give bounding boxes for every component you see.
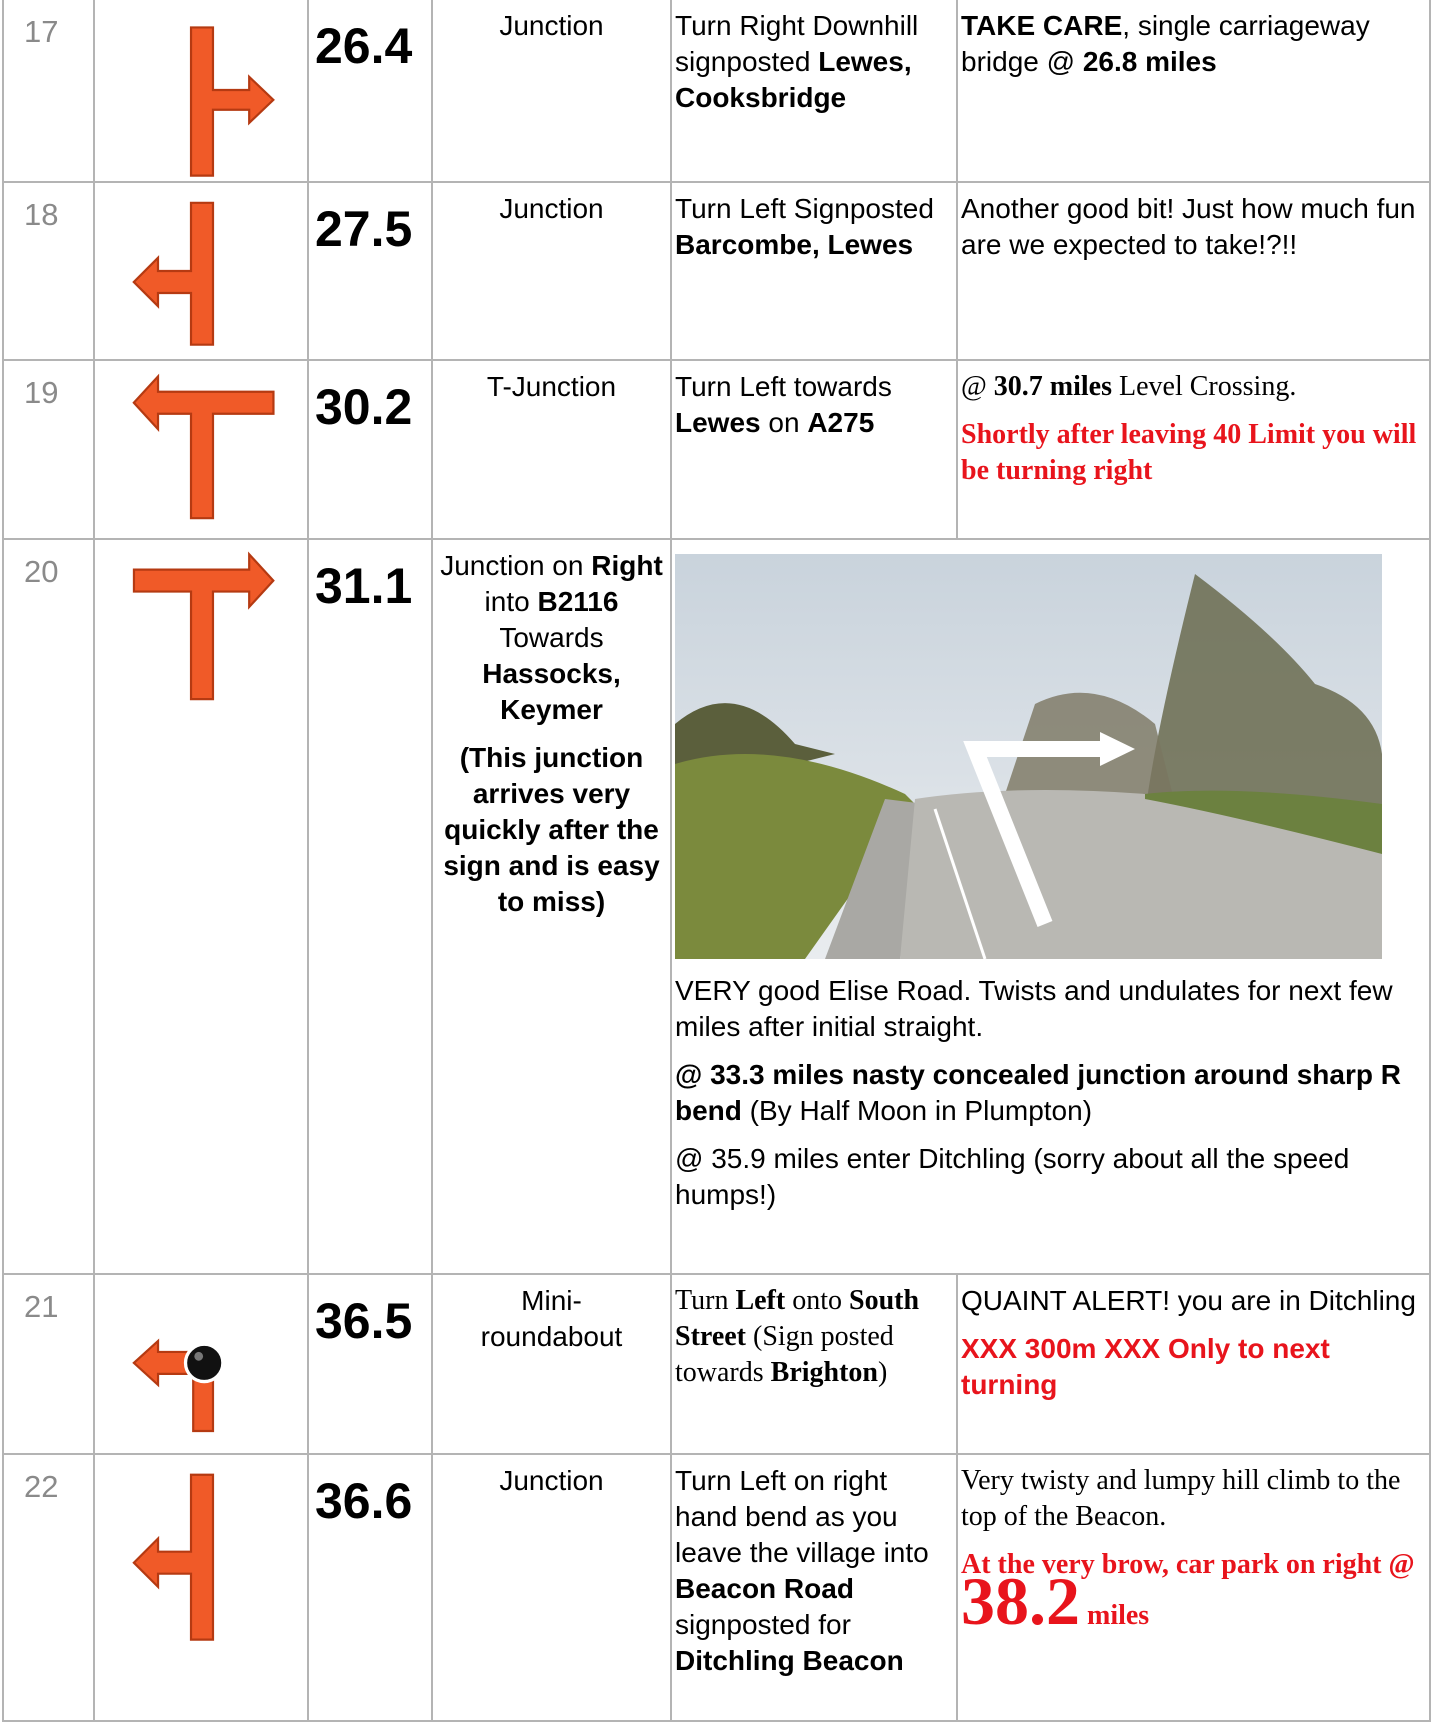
text: signposted for xyxy=(675,1609,851,1640)
notes: TAKE CARE, single carriageway bridge @ 2… xyxy=(957,0,1430,182)
turn-left-icon xyxy=(95,1455,309,1655)
notes: Another good bit! Just how much fun are … xyxy=(957,182,1430,360)
text: A275 xyxy=(807,407,874,438)
text: (By Half Moon in Plumpton) xyxy=(750,1095,1092,1126)
instruction: Turn Left Signposted Barcombe, Lewes xyxy=(671,182,957,360)
paragraph: Very twisty and lumpy hill climb to the … xyxy=(961,1463,1426,1535)
text: Level Crossing. xyxy=(1119,371,1296,402)
paragraph: @ 30.7 miles Level Crossing. xyxy=(961,369,1426,405)
row: 22 36.6 Junction Turn Left on right hand… xyxy=(3,1454,1430,1721)
icon-cell xyxy=(94,182,308,360)
notes: Very twisty and lumpy hill climb to the … xyxy=(957,1454,1430,1721)
row: 17 26.4 Junction Turn Right Downhill sig… xyxy=(3,0,1430,182)
step-number: 17 xyxy=(3,0,94,182)
turn-right-icon xyxy=(95,0,309,180)
warning: Shortly after leaving 40 Limit you will … xyxy=(961,417,1426,489)
page: {"rows":[ {"num":"17","miles":"26.4","ty… xyxy=(0,0,1435,1721)
instruction: Turn Right Downhill signposted Lewes, Co… xyxy=(671,0,957,182)
mileage: 26.4 xyxy=(308,0,432,182)
icon-cell xyxy=(94,1274,308,1454)
notes: VERY good Elise Road. Twists and undulat… xyxy=(671,539,1430,1274)
text: Mini- xyxy=(521,1285,582,1316)
text: Hassocks, Keymer xyxy=(482,658,621,725)
text: TAKE CARE xyxy=(961,10,1122,41)
route-table: 17 26.4 Junction Turn Right Downhill sig… xyxy=(2,0,1431,1722)
icon-cell xyxy=(94,539,308,1274)
junction-type: Mini-roundabout xyxy=(432,1274,671,1454)
text: Turn Left towards xyxy=(675,371,892,402)
roundabout-left-icon xyxy=(95,1275,309,1453)
mileage: 36.6 xyxy=(308,1454,432,1721)
warning: At the very brow, car park on right @ 38… xyxy=(961,1547,1426,1634)
icon-cell xyxy=(94,1454,308,1721)
warning: XXX 300m XXX Only to next turning xyxy=(961,1331,1426,1403)
text: B2116 xyxy=(537,586,618,617)
mileage: 30.2 xyxy=(308,360,432,539)
icon-cell xyxy=(94,0,308,182)
junction-type: Junction xyxy=(432,182,671,360)
text: Junction xyxy=(499,1465,603,1496)
paragraph: @ 35.9 miles enter Ditchling (sorry abou… xyxy=(675,1141,1426,1213)
text: onto xyxy=(792,1285,842,1316)
text: Junction on xyxy=(440,550,583,581)
text: Brighton xyxy=(771,1357,878,1388)
junction-type: Junction xyxy=(432,0,671,182)
step-number: 20 xyxy=(3,539,94,1274)
row: 18 27.5 Junction Turn Left Signposted Ba… xyxy=(3,182,1430,360)
text: miles xyxy=(1087,1600,1149,1631)
junction-type: T-Junction xyxy=(432,360,671,539)
step-number: 19 xyxy=(3,360,94,539)
row: 21 36.5 Mini-roundabout Turn Left onto S… xyxy=(3,1274,1430,1454)
text: Junction xyxy=(499,193,603,224)
text: Turn Left on right hand bend as you leav… xyxy=(675,1465,929,1568)
text: ) xyxy=(878,1357,887,1388)
step-number: 18 xyxy=(3,182,94,360)
notes: QUAINT ALERT! you are in Ditchling XXX 3… xyxy=(957,1274,1430,1454)
paragraph: VERY good Elise Road. Twists and undulat… xyxy=(675,973,1426,1045)
turn-left-icon xyxy=(95,183,309,359)
step-number: 21 xyxy=(3,1274,94,1454)
paragraph: Junction on Right into B2116 Towards Has… xyxy=(436,548,667,728)
t-left-icon xyxy=(95,361,309,538)
t-right-icon xyxy=(95,540,309,720)
text: Ditchling Beacon xyxy=(675,1645,904,1676)
text: T-Junction xyxy=(487,371,616,402)
paragraph: QUAINT ALERT! you are in Ditchling xyxy=(961,1283,1426,1319)
junction-type: Junction xyxy=(432,1454,671,1721)
text: Left xyxy=(735,1285,785,1316)
text: Beacon Road xyxy=(675,1573,854,1604)
mileage: 27.5 xyxy=(308,182,432,360)
junction-type: Junction on Right into B2116 Towards Has… xyxy=(432,539,671,1274)
instruction: Turn Left onto South Street (Sign posted… xyxy=(671,1274,957,1454)
text: Turn xyxy=(675,1285,728,1316)
text: into xyxy=(485,586,530,617)
text: on xyxy=(768,407,799,438)
text: roundabout xyxy=(481,1321,623,1352)
text: Towards xyxy=(499,622,603,653)
text: Junction xyxy=(499,10,603,41)
row: 19 30.2 T-Junction Turn Left towards Lew… xyxy=(3,360,1430,539)
icon-cell xyxy=(94,360,308,539)
mileage: 36.5 xyxy=(308,1274,432,1454)
road-photo xyxy=(675,554,1382,959)
paragraph: (This junction arrives very quickly afte… xyxy=(436,740,667,920)
mileage: 31.1 xyxy=(308,539,432,1274)
text: Another good bit! Just how much fun are … xyxy=(961,193,1416,260)
text: @ xyxy=(961,371,987,402)
text: 38.2 xyxy=(961,1563,1080,1639)
instruction: Turn Left towards Lewes on A275 xyxy=(671,360,957,539)
notes: @ 30.7 miles Level Crossing. Shortly aft… xyxy=(957,360,1430,539)
text: Barcombe, Lewes xyxy=(675,229,913,260)
text: 30.7 miles xyxy=(994,371,1112,402)
instruction: Turn Left on right hand bend as you leav… xyxy=(671,1454,957,1721)
text: Turn Left Signposted xyxy=(675,193,934,224)
text: 26.8 miles xyxy=(1083,46,1217,77)
text: Right xyxy=(591,550,663,581)
text: Lewes xyxy=(675,407,761,438)
row: 20 31.1 Junction on Right into B2116 Tow… xyxy=(3,539,1430,1274)
paragraph: @ 33.3 miles nasty concealed junction ar… xyxy=(675,1057,1426,1129)
step-number: 22 xyxy=(3,1454,94,1721)
